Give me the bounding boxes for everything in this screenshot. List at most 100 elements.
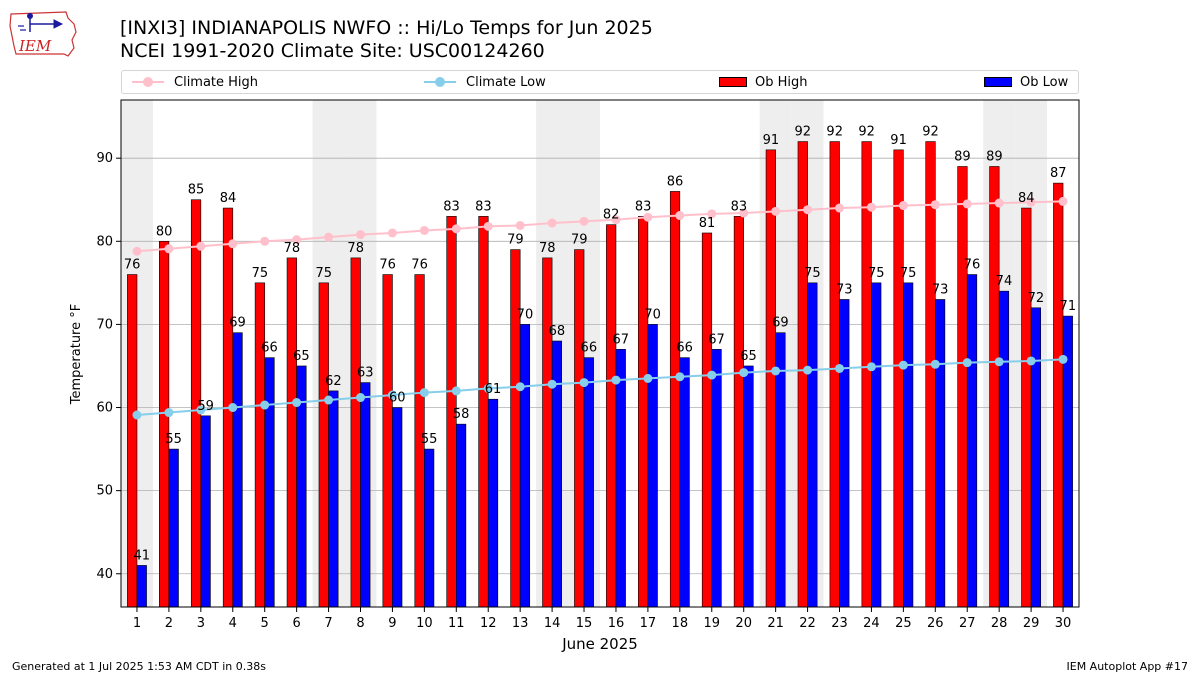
y-tick-label-70: 70 — [96, 317, 113, 332]
climate-low-point-23 — [835, 363, 844, 373]
climate-low-point-22 — [803, 365, 813, 375]
label-ob-high-11: 83 — [443, 199, 460, 214]
climate-high-point-15 — [579, 216, 589, 226]
label-ob-high-19: 81 — [699, 216, 716, 231]
bar-ob-low-28 — [998, 290, 1010, 608]
climate-low-point-8 — [356, 393, 365, 403]
climate-high-point-22 — [803, 205, 813, 215]
climate-low-point-7 — [324, 395, 334, 405]
climate-high-point-6 — [292, 235, 302, 245]
footer-app: IEM Autoplot App #17 — [1066, 660, 1189, 673]
climate-low-point-29 — [1026, 356, 1036, 366]
climate-low-point-25 — [898, 360, 908, 370]
x-tick-label-5: 5 — [261, 616, 269, 631]
label-ob-low-27: 76 — [964, 258, 981, 273]
legend-item-ob-high: Ob High — [719, 71, 808, 93]
bar-ob-high-20 — [733, 216, 744, 608]
climate-high-line — [136, 200, 1064, 253]
label-ob-low-14: 68 — [549, 324, 566, 339]
climate-high-point-18 — [675, 211, 685, 221]
bar-ob-low-19 — [711, 349, 722, 608]
x-tick-label-28: 28 — [991, 616, 1008, 631]
climate-high-point-29 — [1026, 197, 1036, 207]
climate-low-point-12 — [483, 383, 493, 393]
climate-high-point-5 — [260, 236, 270, 246]
bar-ob-high-15 — [574, 249, 585, 608]
label-ob-high-28: 89 — [986, 149, 1003, 164]
x-tick-label-27: 27 — [959, 616, 976, 631]
weekend-shading — [121, 100, 1048, 607]
bar-ob-low-8 — [360, 382, 371, 608]
climate-low-point-24 — [866, 362, 876, 372]
bar-ob-low-7 — [328, 390, 339, 608]
bar-ob-low-27 — [966, 274, 978, 608]
climate-low-point-9 — [387, 390, 397, 400]
bar-ob-low-12 — [487, 398, 499, 608]
climate-high-point-30 — [1058, 196, 1068, 206]
x-tick-label-2: 2 — [165, 616, 173, 631]
climate-low-point-2 — [164, 408, 174, 418]
label-ob-high-18: 86 — [667, 174, 684, 189]
x-tick-label-1: 1 — [133, 616, 141, 631]
x-tick-label-12: 12 — [480, 616, 497, 631]
climate-high-point-1 — [132, 246, 142, 256]
label-ob-high-17: 83 — [635, 199, 652, 214]
climate-low-point-15 — [579, 378, 589, 388]
label-ob-low-19: 67 — [708, 332, 725, 347]
x-tick-label-16: 16 — [608, 616, 625, 631]
bar-ob-low-23 — [839, 299, 850, 608]
label-ob-low-18: 66 — [676, 341, 693, 356]
label-ob-high-22: 92 — [795, 125, 812, 140]
bar-ob-low-16 — [615, 349, 626, 608]
y-tick-label-40: 40 — [96, 567, 113, 582]
bar-ob-high-7 — [318, 282, 329, 608]
label-ob-low-3: 59 — [197, 399, 214, 414]
y-tick-label-60: 60 — [96, 401, 113, 416]
climate-low-point-20 — [739, 368, 749, 378]
climate-high-point-14 — [547, 218, 557, 228]
label-ob-high-29: 84 — [1018, 191, 1035, 206]
bar-ob-low-26 — [934, 299, 946, 608]
climate-low-point-3 — [196, 405, 206, 415]
x-tick-label-6: 6 — [292, 616, 300, 631]
bar-ob-high-5 — [254, 282, 265, 608]
label-ob-high-3: 85 — [188, 183, 205, 198]
label-ob-high-9: 76 — [379, 258, 396, 273]
x-tick-label-10: 10 — [416, 616, 433, 631]
chart-subtitle: NCEI 1991-2020 Climate Site: USC00124260 — [120, 40, 545, 62]
bars — [127, 141, 1073, 608]
x-tick-label-3: 3 — [197, 616, 205, 631]
climate-low-point-19 — [707, 370, 717, 380]
bar-ob-high-16 — [606, 224, 617, 608]
x-tick-label-13: 13 — [512, 616, 529, 631]
y-axis-label: Temperature °F — [69, 304, 84, 405]
label-ob-low-11: 58 — [453, 407, 470, 422]
climate-high-point-25 — [898, 201, 908, 211]
climate-high-point-20 — [739, 208, 749, 218]
label-ob-high-14: 78 — [539, 241, 556, 256]
climate-high-point-17 — [643, 212, 653, 222]
bar-ob-low-3 — [200, 415, 211, 608]
x-tick-label-8: 8 — [356, 616, 364, 631]
bar-ob-low-10 — [424, 448, 435, 608]
climate-high-point-26 — [930, 200, 940, 210]
legend-label-climate-high: Climate High — [174, 74, 259, 90]
bar-ob-low-20 — [743, 365, 754, 608]
bar-ob-high-12 — [478, 216, 489, 608]
bar-ob-low-29 — [1030, 307, 1041, 608]
bar-ob-low-25 — [903, 282, 914, 608]
label-ob-high-10: 76 — [411, 258, 428, 273]
x-tick-label-25: 25 — [895, 616, 912, 631]
x-tick-label-4: 4 — [229, 616, 237, 631]
label-ob-low-28: 74 — [996, 274, 1013, 289]
label-ob-low-12: 61 — [485, 382, 502, 397]
label-ob-low-29: 72 — [1028, 291, 1045, 306]
climate-low-point-18 — [675, 372, 685, 382]
footer-generated: Generated at 1 Jul 2025 1:53 AM CDT in 0… — [12, 660, 266, 673]
label-ob-high-23: 92 — [826, 125, 843, 140]
x-tick-label-22: 22 — [799, 616, 816, 631]
climate-low-point-28 — [994, 357, 1004, 367]
climate-low-point-5 — [260, 400, 270, 410]
bar-ob-low-15 — [583, 357, 594, 608]
label-ob-low-20: 65 — [740, 349, 757, 364]
